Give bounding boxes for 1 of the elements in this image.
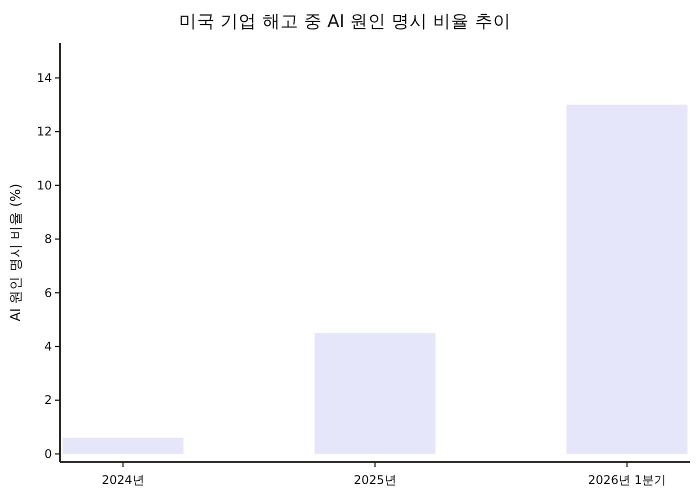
title: 미국 기업 해고 중 AI 원인 명시 비율 추이	[179, 12, 511, 32]
